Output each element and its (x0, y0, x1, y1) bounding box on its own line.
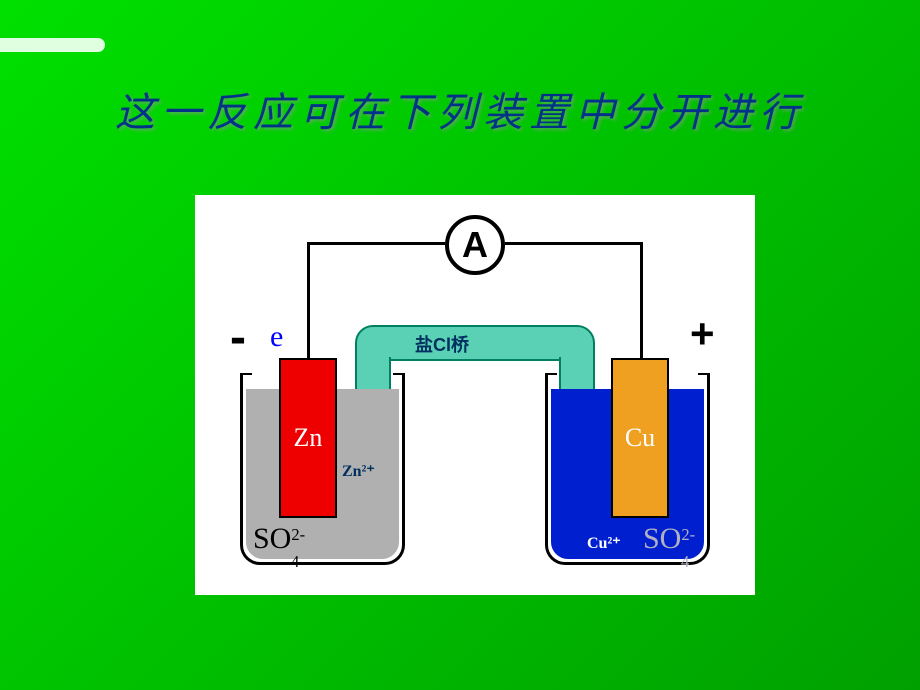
so4-sub: 4 (681, 552, 689, 571)
negative-terminal: - (230, 310, 246, 365)
sulfate-left: SO2- 4 (253, 522, 305, 590)
beaker-rim (393, 373, 405, 375)
so4-base: SO (643, 522, 681, 555)
accent-bar (0, 38, 105, 52)
sb-prefix: 盐 (415, 335, 433, 355)
sulfate-right: SO2- 4 (643, 522, 695, 590)
ammeter: A (445, 215, 505, 275)
beaker-rim (545, 373, 557, 375)
zinc-electrode: Zn (279, 358, 337, 518)
wire (307, 242, 310, 372)
galvanic-cell-diagram: A - + e 盐Cl桥 Zn Cu Zn²⁺ Cu²⁺ SO2-4 SO2-4 (195, 195, 755, 595)
beaker-rim (240, 373, 252, 375)
zn-label: Zn (281, 423, 335, 453)
copper-electrode: Cu (611, 358, 669, 518)
electron-label: e (270, 320, 283, 354)
zinc-ion-label: Zn²⁺ (342, 461, 375, 481)
wire (505, 242, 643, 245)
cu-label: Cu (613, 423, 667, 453)
beaker-rim (698, 373, 710, 375)
positive-terminal: + (690, 310, 715, 358)
copper-ion-label: Cu²⁺ (587, 533, 621, 553)
so4-base: SO (253, 522, 291, 555)
so4-sub: 4 (291, 552, 299, 571)
wire (307, 242, 445, 245)
so4-charge: 2- (681, 525, 695, 544)
salt-bridge (355, 325, 595, 361)
sb-suffix: 桥 (451, 335, 469, 355)
wire (640, 242, 643, 372)
salt-bridge-label: 盐Cl桥 (415, 331, 469, 357)
ammeter-label: A (462, 224, 488, 266)
sb-ion: Cl (433, 335, 451, 355)
so4-charge: 2- (291, 525, 305, 544)
slide-title: 这一反应可在下列装置中分开进行 (0, 80, 920, 138)
